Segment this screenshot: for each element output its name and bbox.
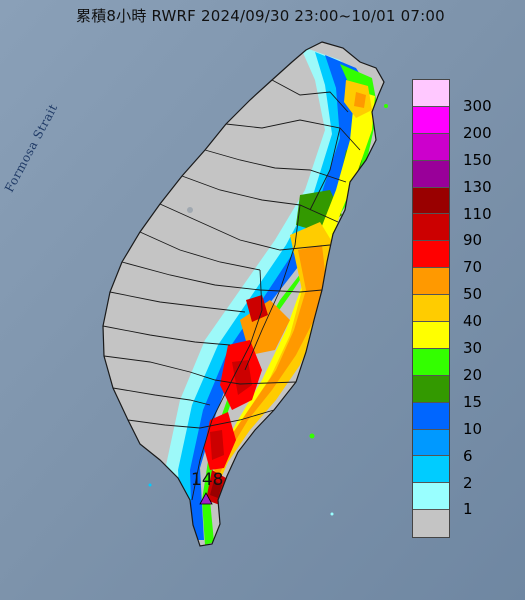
max-rainfall-value: 148 [191, 470, 224, 490]
legend-label: 10 [463, 419, 483, 438]
islet [330, 512, 334, 516]
legend-label: 15 [463, 392, 483, 411]
legend-swatch [413, 187, 449, 215]
legend-swatch [413, 80, 449, 107]
legend-label: 300 [463, 96, 492, 115]
legend-swatch [413, 106, 449, 134]
legend-swatch [413, 402, 449, 430]
legend-label: 150 [463, 150, 492, 169]
legend-label: 200 [463, 123, 492, 142]
legend-label: 50 [463, 285, 483, 304]
legend-swatch [413, 268, 449, 296]
legend-swatch [413, 322, 449, 349]
max-rainfall-marker-icon [199, 492, 213, 505]
legend-label: 130 [463, 177, 492, 196]
legend-swatch [413, 375, 449, 403]
legend-swatch [413, 510, 449, 538]
legend-label: 2 [463, 473, 473, 492]
legend-swatch [413, 295, 449, 323]
legend-label: 40 [463, 312, 483, 331]
legend-label: 1 [463, 500, 473, 519]
legend-label: 30 [463, 339, 483, 357]
legend-label: 6 [463, 446, 473, 465]
legend-swatch [413, 483, 449, 511]
legend-swatch [413, 429, 449, 457]
legend-label: 90 [463, 231, 483, 250]
legend-swatch [413, 241, 449, 269]
islet [309, 433, 315, 439]
legend-label: 20 [463, 365, 483, 384]
legend-swatch [413, 160, 449, 188]
legend-swatch [413, 456, 449, 484]
legend-label: 110 [463, 204, 492, 223]
county-boundaries [102, 41, 385, 547]
islet [187, 207, 193, 213]
map-title: 累積8小時 RWRF 2024/09/30 23:00~10/01 07:00 [76, 7, 445, 25]
islet [148, 483, 152, 487]
legend-label: 70 [463, 258, 483, 277]
legend-color-bar [412, 79, 450, 539]
islet [384, 104, 388, 108]
legend-swatch [413, 348, 449, 376]
legend-swatch [413, 214, 449, 242]
legend-swatch [413, 133, 449, 161]
